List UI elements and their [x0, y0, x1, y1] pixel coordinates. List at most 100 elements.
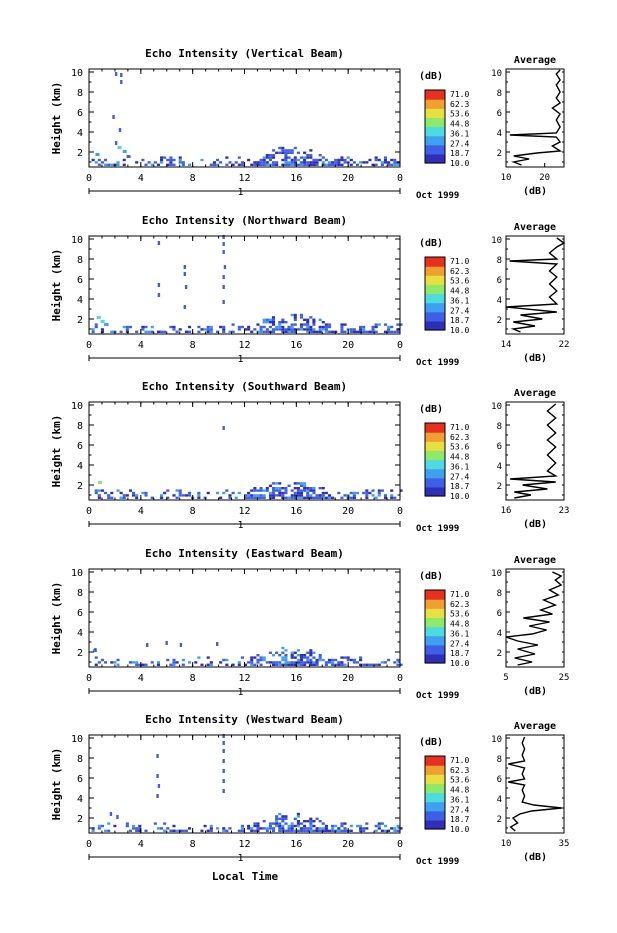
colorbar-segment [425, 139, 445, 142]
heatmap-cell [181, 163, 185, 166]
heatmap-cell [169, 663, 173, 666]
x-tick-label: 12 [238, 673, 250, 684]
colorbar-segment [425, 423, 445, 426]
x-tick-label: 16 [290, 673, 302, 684]
average-unit: (dB) [523, 519, 547, 530]
heatmap-cell [296, 663, 300, 666]
heatmap-cell [104, 829, 108, 832]
heatmap-cell [287, 149, 291, 152]
heatmap-cell [287, 484, 291, 487]
heatmap-cell [362, 328, 366, 331]
heatmap-cell [178, 494, 182, 497]
heatmap-cell [215, 158, 220, 162]
heatmap-cell [368, 491, 372, 495]
heatmap-cell [312, 824, 316, 828]
heatmap-cell [278, 325, 282, 329]
heatmap-cell [340, 663, 344, 666]
heatmap-cell [393, 829, 397, 832]
heatmap-cell [312, 323, 316, 326]
colorbar-segment [425, 306, 445, 309]
heatmap-cell [119, 491, 123, 495]
colorbar-segment [425, 286, 445, 289]
heatmap-cell [306, 156, 310, 159]
heatmap-cell [275, 489, 279, 492]
heatmap-cell [104, 661, 108, 664]
colorbar-segment [425, 590, 445, 593]
heatmap-cell [359, 330, 363, 333]
heatmap-cell [275, 487, 279, 490]
heatmap-cell [299, 156, 304, 159]
heatmap-cell [256, 654, 260, 657]
heatmap-cell [163, 829, 167, 832]
heatmap-cell [262, 494, 266, 497]
heatmap-cell [365, 827, 369, 830]
x-tick-label: 16 [290, 506, 302, 517]
y-tick-label: 8 [77, 88, 83, 99]
heatmap-cell [334, 658, 338, 662]
heatmap-cell [188, 330, 192, 333]
heatmap-cell [141, 158, 145, 162]
colorbar-segment [425, 266, 445, 269]
heatmap-cell [178, 156, 182, 159]
colorbar-segment [425, 304, 445, 307]
heatmap-cell [296, 654, 300, 657]
heatmap-cell [122, 163, 126, 166]
colorbar-segment [425, 474, 445, 477]
heatmap-cell [228, 496, 232, 499]
heatmap-cell [346, 656, 350, 659]
heatmap-cell [306, 651, 310, 654]
x-tick-label: 0 [397, 839, 403, 850]
heatmap-cell [290, 661, 294, 664]
heatmap-cell [197, 325, 201, 329]
colorbar-frame [424, 422, 446, 497]
colorbar-segment [425, 468, 445, 472]
heatmap-cell [296, 812, 300, 816]
heatmap-cell [377, 491, 381, 495]
colorbar-segment [425, 91, 445, 95]
heatmap-cell [278, 827, 282, 830]
x-tick-label: 20 [342, 673, 354, 684]
colorbar-segment [425, 650, 445, 653]
heatmap-cell [147, 161, 151, 164]
heatmap-cell [321, 829, 325, 832]
heatmap-cell [299, 829, 304, 832]
heatmap-cell [278, 146, 282, 150]
heatmap-cell [268, 484, 272, 487]
colorbar-tick-label: 27.4 [450, 472, 469, 481]
heatmap-cell [324, 496, 328, 499]
heatmap-cell [374, 163, 378, 166]
heatmap-cell [147, 330, 151, 333]
average-y-tick-label: 8 [497, 256, 502, 266]
heatmap-cell [281, 149, 285, 152]
heatmap-cell [265, 489, 269, 492]
heatmap-cell [172, 658, 176, 662]
heatmap-cell [290, 829, 294, 832]
heatmap-cell [337, 827, 341, 830]
heatmap-cell [321, 496, 325, 499]
y-tick-label: 4 [77, 295, 83, 306]
heatmap-cell [321, 491, 325, 495]
average-profile-line [510, 403, 558, 499]
heatmap-cell [250, 656, 254, 659]
heatmap-cell [271, 663, 276, 666]
colorbar-tick-label: 71.0 [450, 756, 469, 765]
colorbar-segment [425, 104, 445, 108]
heatmap-cell [275, 817, 279, 820]
heatmap-cell [290, 163, 294, 166]
heatmap-cell [396, 323, 400, 326]
heatmap-cell [290, 656, 294, 659]
heatmap-cell [250, 489, 254, 492]
colorbar-tick-label: 27.4 [450, 639, 469, 648]
heatmap-cell [281, 328, 285, 331]
heatmap-cell [340, 824, 344, 828]
colorbar-segment [425, 464, 445, 468]
heatmap-cell [340, 158, 344, 162]
heatmap-cell [331, 824, 335, 828]
average-y-tick-label: 10 [491, 69, 502, 79]
colorbar-tick-label: 18.7 [450, 815, 469, 824]
heatmap-cell [262, 318, 266, 321]
colorbar-segment [425, 486, 445, 490]
heatmap-cell [352, 496, 356, 499]
heatmap-cell [377, 824, 381, 828]
heatmap-cell [299, 496, 304, 499]
